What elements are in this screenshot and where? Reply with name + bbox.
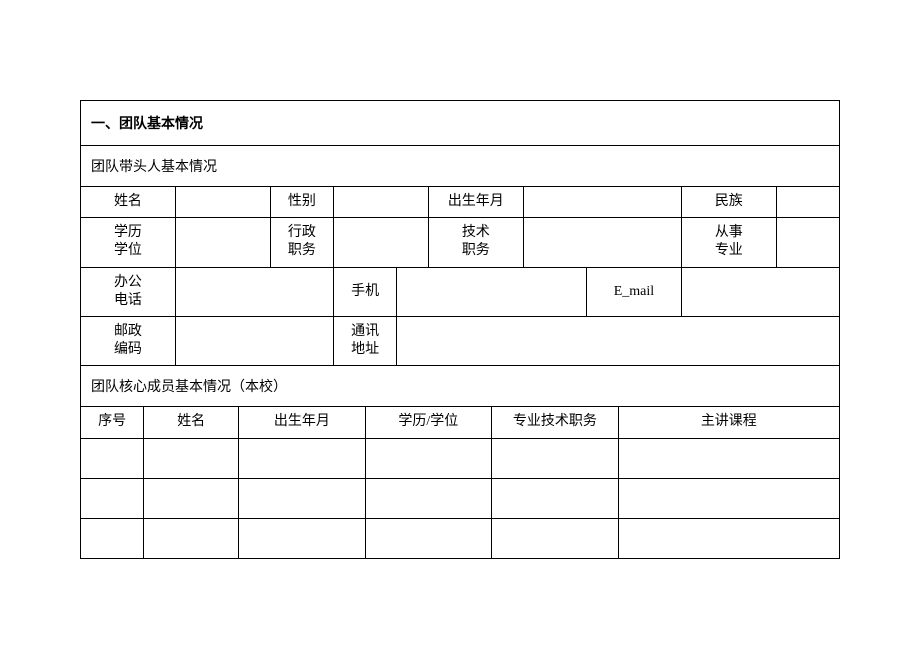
label-tech-position: 技术职务 — [428, 218, 523, 267]
value-address — [397, 316, 840, 365]
leader-row-4: 邮政编码 通讯地址 — [81, 316, 840, 365]
leader-heading-row: 团队带头人基本情况 — [81, 146, 840, 187]
col-course: 主讲课程 — [618, 407, 839, 438]
cell-seq — [81, 478, 144, 518]
label-name: 姓名 — [81, 187, 176, 218]
cell-name — [144, 438, 239, 478]
leader-row-3: 办公电话 手机 E_mail — [81, 267, 840, 316]
form-container: 一、团队基本情况 团队带头人基本情况 姓名 性别 出生年月 民族 学历学位 行政… — [80, 100, 840, 559]
value-education — [175, 218, 270, 267]
table-row — [81, 478, 840, 518]
cell-education — [365, 438, 492, 478]
value-name — [175, 187, 270, 218]
col-education: 学历/学位 — [365, 407, 492, 438]
cell-education — [365, 518, 492, 558]
section-title-row: 一、团队基本情况 — [81, 101, 840, 146]
cell-course — [618, 478, 839, 518]
section-title: 一、团队基本情况 — [81, 101, 840, 146]
value-ethnicity — [776, 187, 839, 218]
label-ethnicity: 民族 — [681, 187, 776, 218]
cell-title — [492, 478, 619, 518]
cell-title — [492, 518, 619, 558]
table-row — [81, 518, 840, 558]
value-postal-code — [175, 316, 333, 365]
value-admin-position — [334, 218, 429, 267]
label-postal-code: 邮政编码 — [81, 316, 176, 365]
cell-course — [618, 438, 839, 478]
label-address: 通讯地址 — [334, 316, 397, 365]
cell-birth — [239, 518, 366, 558]
cell-name — [144, 478, 239, 518]
cell-title — [492, 438, 619, 478]
leader-heading: 团队带头人基本情况 — [81, 146, 840, 187]
col-birth: 出生年月 — [239, 407, 366, 438]
label-education: 学历学位 — [81, 218, 176, 267]
label-email: E_mail — [587, 267, 682, 316]
col-title: 专业技术职务 — [492, 407, 619, 438]
label-mobile: 手机 — [334, 267, 397, 316]
col-name: 姓名 — [144, 407, 239, 438]
value-email — [681, 267, 839, 316]
members-header-row: 序号 姓名 出生年月 学历/学位 专业技术职务 主讲课程 — [81, 407, 840, 438]
value-office-phone — [175, 267, 333, 316]
table-row — [81, 438, 840, 478]
cell-education — [365, 478, 492, 518]
cell-seq — [81, 438, 144, 478]
value-birth — [523, 187, 681, 218]
value-gender — [334, 187, 429, 218]
label-admin-position: 行政职务 — [270, 218, 333, 267]
members-heading: 团队核心成员基本情况（本校） — [81, 366, 840, 407]
leader-row-2: 学历学位 行政职务 技术职务 从事专业 — [81, 218, 840, 267]
value-tech-position — [523, 218, 681, 267]
value-field — [776, 218, 839, 267]
members-heading-row: 团队核心成员基本情况（本校） — [81, 366, 840, 407]
col-seq: 序号 — [81, 407, 144, 438]
cell-name — [144, 518, 239, 558]
cell-birth — [239, 438, 366, 478]
label-gender: 性别 — [270, 187, 333, 218]
main-table: 一、团队基本情况 团队带头人基本情况 姓名 性别 出生年月 民族 学历学位 行政… — [80, 100, 840, 559]
label-birth: 出生年月 — [428, 187, 523, 218]
label-field: 从事专业 — [681, 218, 776, 267]
value-mobile — [397, 267, 587, 316]
cell-birth — [239, 478, 366, 518]
cell-seq — [81, 518, 144, 558]
label-office-phone: 办公电话 — [81, 267, 176, 316]
leader-row-1: 姓名 性别 出生年月 民族 — [81, 187, 840, 218]
cell-course — [618, 518, 839, 558]
